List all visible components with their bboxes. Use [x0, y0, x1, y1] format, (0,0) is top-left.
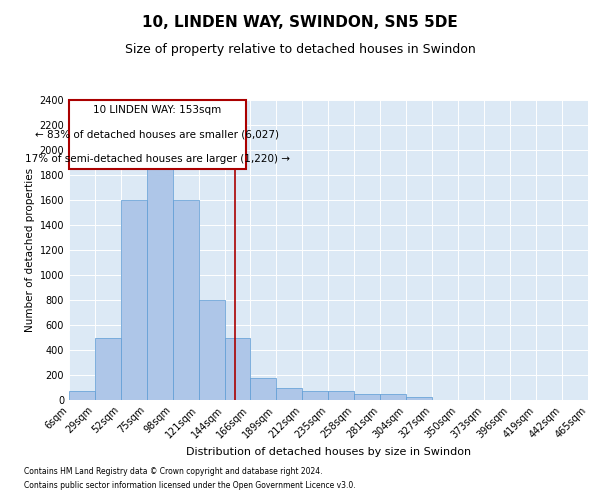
Bar: [199, 300, 225, 400]
Text: Contains HM Land Registry data © Crown copyright and database right 2024.: Contains HM Land Registry data © Crown c…: [24, 467, 323, 476]
Bar: [328, 390, 354, 400]
X-axis label: Distribution of detached houses by size in Swindon: Distribution of detached houses by size …: [186, 446, 471, 456]
Bar: [225, 338, 250, 400]
Text: 17% of semi-detached houses are larger (1,220) →: 17% of semi-detached houses are larger (…: [25, 154, 290, 164]
Y-axis label: Number of detached properties: Number of detached properties: [25, 168, 35, 332]
Bar: [380, 394, 406, 400]
Text: Size of property relative to detached houses in Swindon: Size of property relative to detached ho…: [125, 42, 475, 56]
FancyBboxPatch shape: [69, 100, 245, 169]
Text: 10, LINDEN WAY, SWINDON, SN5 5DE: 10, LINDEN WAY, SWINDON, SN5 5DE: [142, 15, 458, 30]
Text: Contains public sector information licensed under the Open Government Licence v3: Contains public sector information licen…: [24, 481, 356, 490]
Bar: [406, 397, 432, 400]
Text: ← 83% of detached houses are smaller (6,027): ← 83% of detached houses are smaller (6,…: [35, 130, 279, 140]
Bar: [276, 388, 302, 400]
Bar: [147, 156, 173, 400]
Bar: [250, 378, 276, 400]
Bar: [302, 390, 328, 400]
Bar: [121, 200, 147, 400]
Bar: [69, 390, 95, 400]
Text: 10 LINDEN WAY: 153sqm: 10 LINDEN WAY: 153sqm: [93, 106, 221, 116]
Bar: [173, 200, 199, 400]
Bar: [95, 338, 121, 400]
Bar: [354, 394, 380, 400]
